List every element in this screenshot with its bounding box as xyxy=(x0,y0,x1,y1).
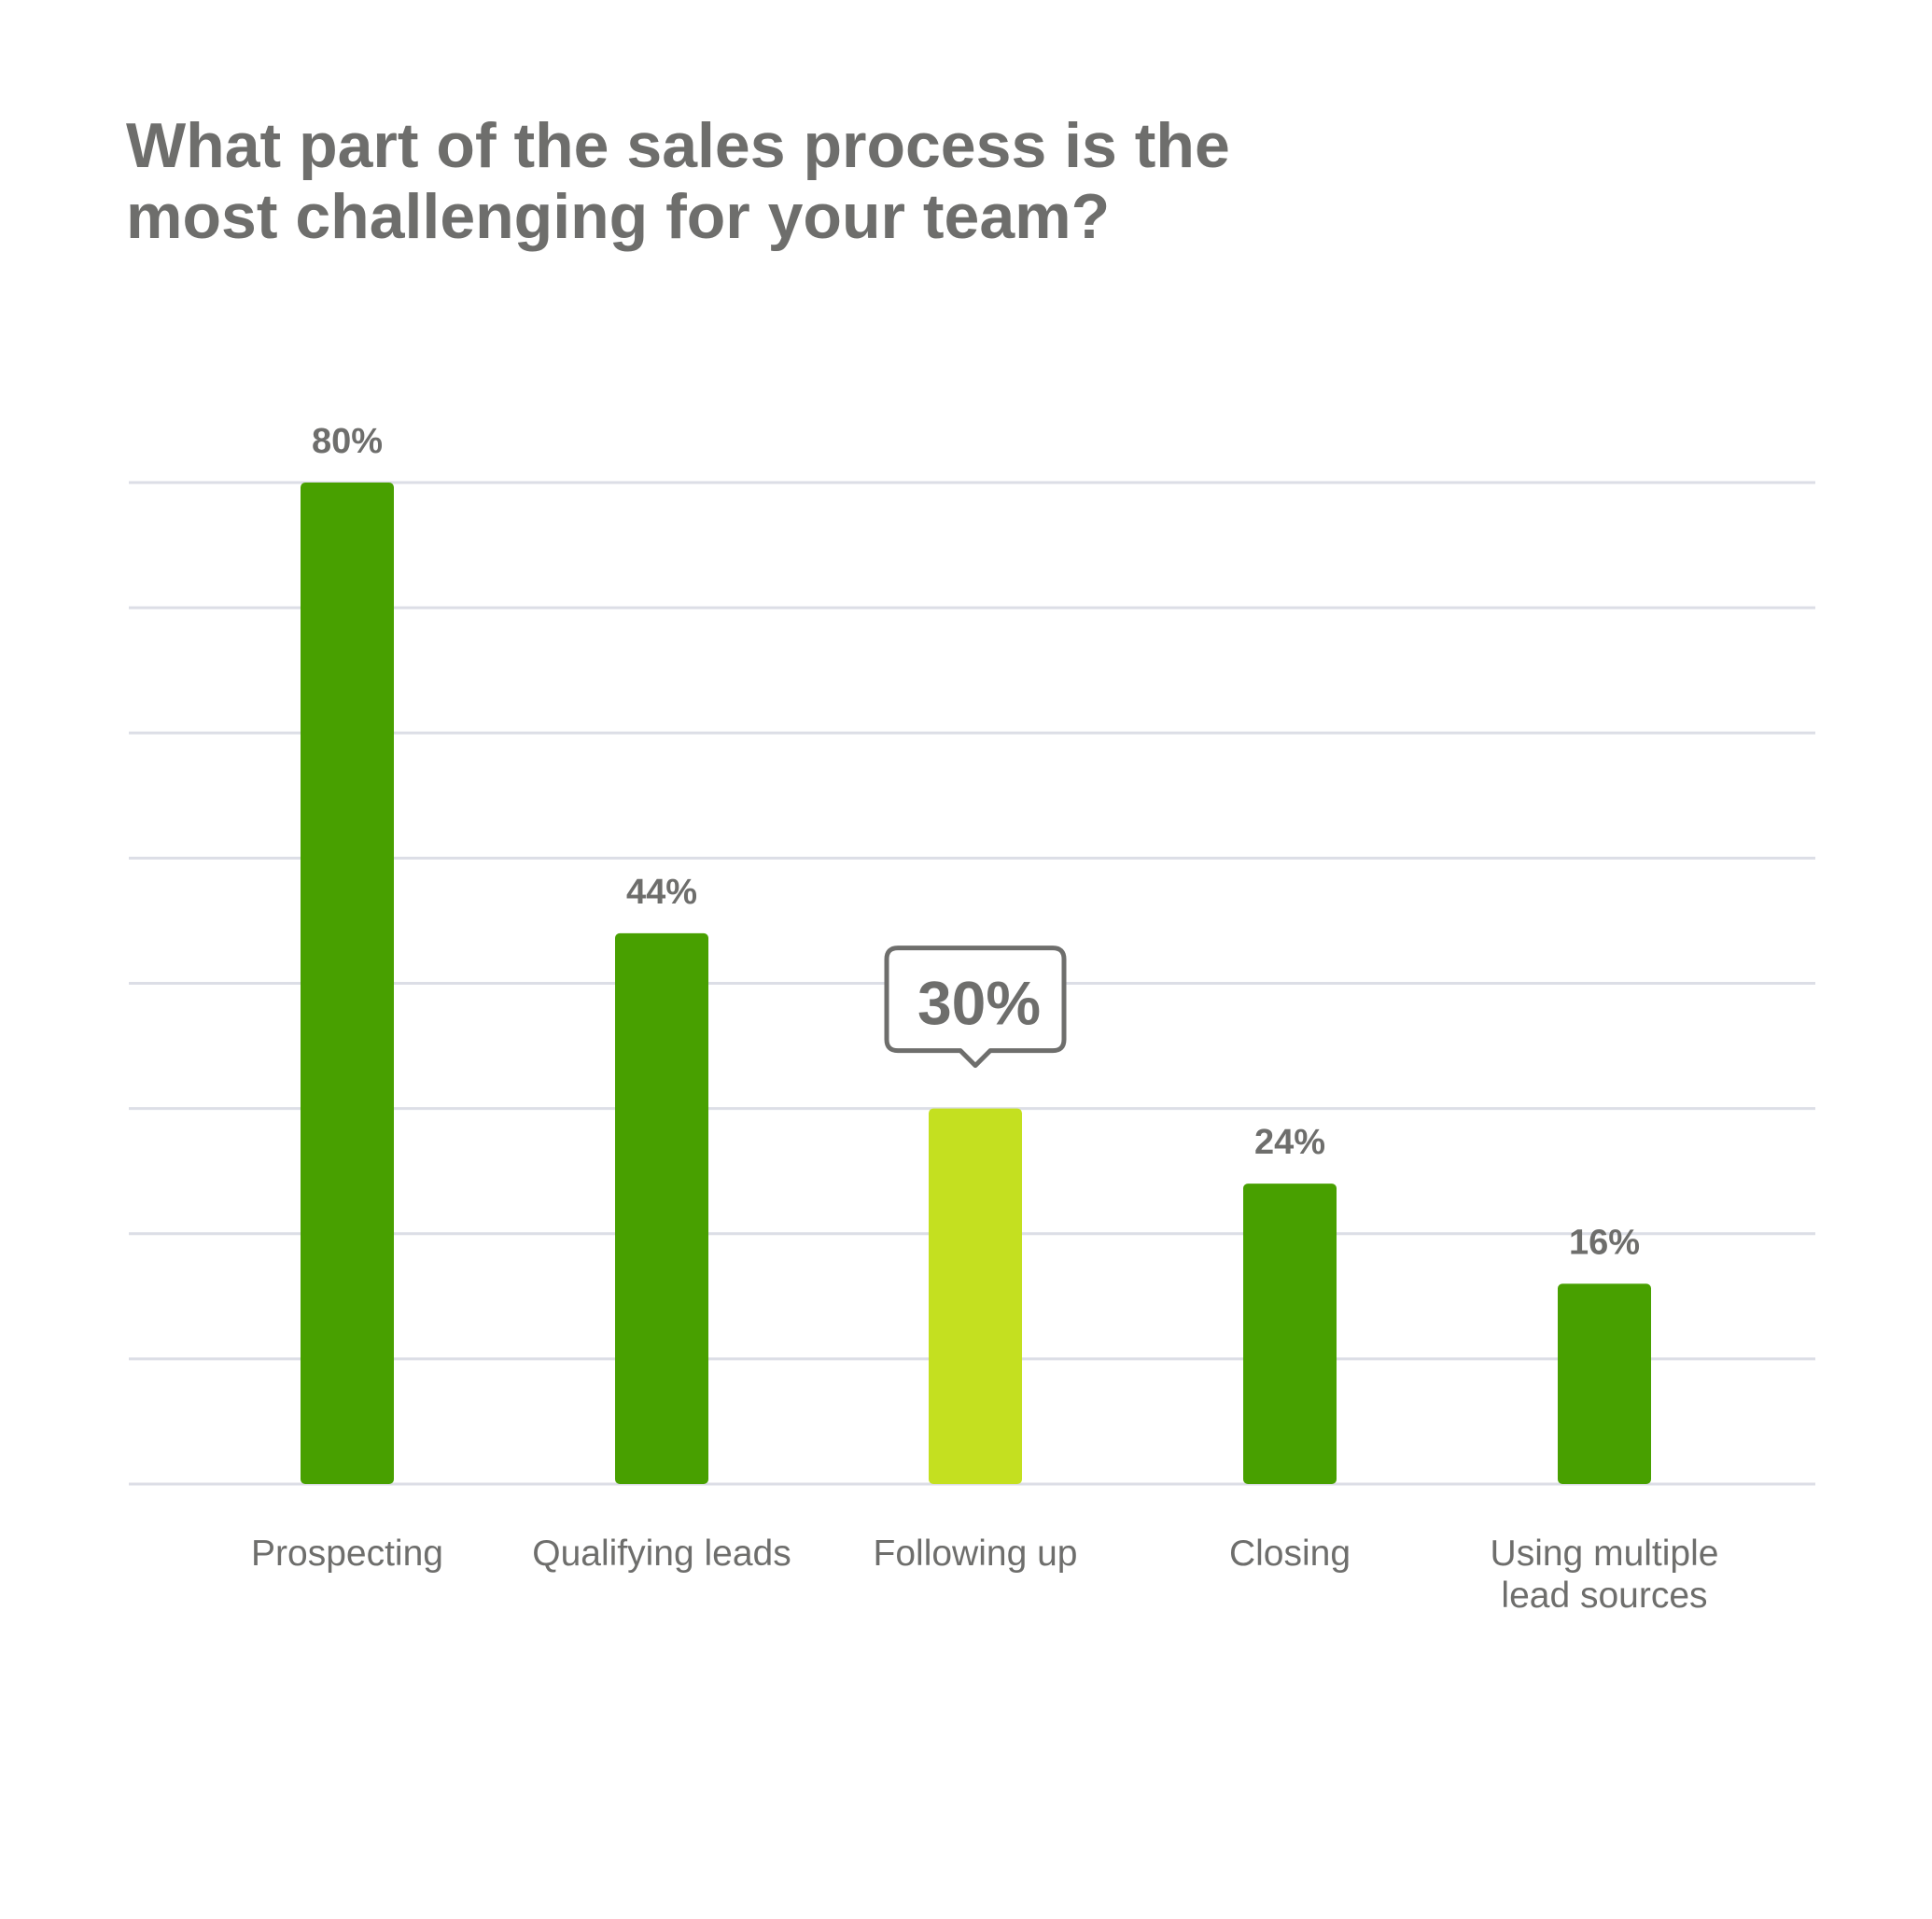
chart-title: What part of the sales process is the mo… xyxy=(126,110,1526,252)
value-callout: 30% xyxy=(884,945,1067,1069)
chart-title-line-1: What part of the sales process is the xyxy=(126,110,1230,181)
value-label: 30% xyxy=(917,969,1041,1038)
callout-bubble xyxy=(884,945,1067,1069)
value-label: 44% xyxy=(626,873,697,912)
category-label: lead sources xyxy=(1501,1576,1707,1616)
bar xyxy=(1243,1184,1337,1484)
value-labels: 80% 44% 30% 24% 16% xyxy=(312,422,1640,1262)
category-labels: Prospecting Qualifying leads Following up C… xyxy=(251,1534,1718,1616)
value-label: 16% xyxy=(1569,1223,1640,1262)
value-label: 24% xyxy=(1254,1123,1325,1162)
category-label: Prospecting xyxy=(251,1534,443,1574)
bar xyxy=(1558,1283,1651,1484)
category-label: Closing xyxy=(1229,1534,1351,1574)
bar xyxy=(301,483,394,1484)
category-label: Using multiple xyxy=(1491,1534,1719,1574)
category-label: Following up xyxy=(874,1534,1078,1574)
bar xyxy=(929,1108,1022,1484)
value-label: 80% xyxy=(312,422,383,461)
bar xyxy=(615,932,708,1484)
chart-title-line-2: most challenging for your team? xyxy=(126,181,1111,252)
bars xyxy=(301,483,1651,1484)
category-label: Qualifying leads xyxy=(532,1534,791,1574)
